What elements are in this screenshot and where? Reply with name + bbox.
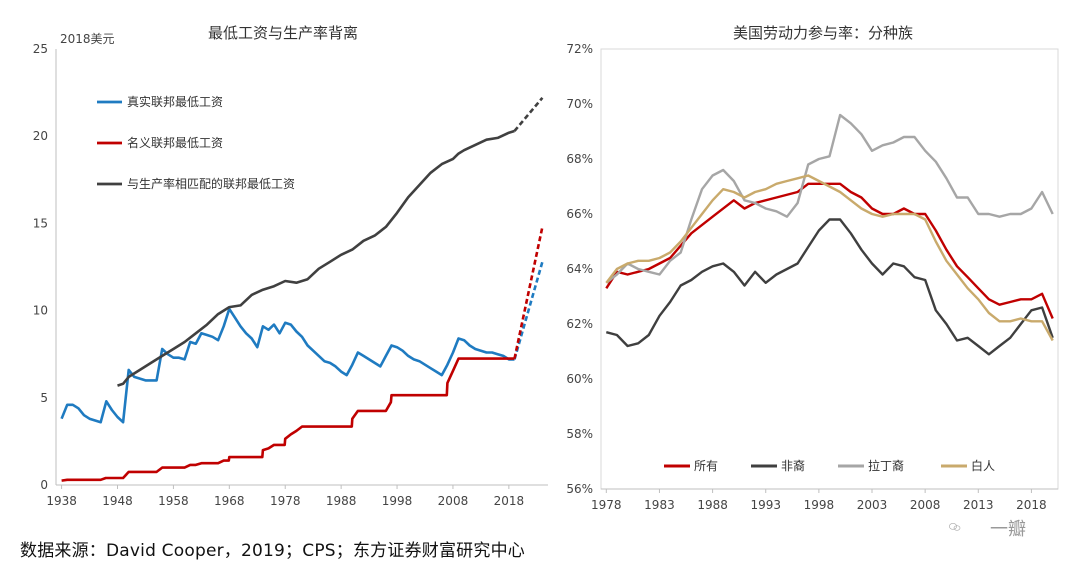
- wechat-logo-icon: [949, 523, 961, 531]
- chart2-series-line-3: [605, 113, 1054, 284]
- chart1-legend-label: 与生产率相匹配的联邦最低工资: [127, 176, 295, 191]
- chart1-x-tick-label: 1998: [382, 494, 413, 508]
- chart2-series-line-4: [605, 174, 1054, 342]
- chart2-x-tick-label: 1978: [591, 498, 622, 512]
- chart2-legend-label: 拉丁裔: [868, 458, 904, 473]
- chart2-y-tick-label: 56%: [566, 482, 593, 496]
- chart1-y-tick-label: 25: [33, 42, 48, 56]
- chart1-series-line-6: [513, 96, 544, 132]
- chart2-y-tick-label: 70%: [566, 97, 593, 111]
- chart2-legend-label: 白人: [971, 458, 995, 473]
- chart1-series-line-3: [61, 357, 515, 482]
- chart2-x-tick-label: 1988: [697, 498, 728, 512]
- chart2-y-tick-label: 68%: [566, 152, 593, 166]
- chart2-title: 美国劳动力参与率：分种族: [733, 24, 913, 42]
- chart1-unit-label: 2018美元: [60, 32, 115, 46]
- chart1-legend-label: 名义联邦最低工资: [127, 135, 223, 150]
- chart2-y-tick-label: 60%: [566, 372, 593, 386]
- chart1-series-line-4: [513, 226, 544, 359]
- chart1-x-tick-label: 1938: [46, 494, 77, 508]
- chart2-y-tick-label: 58%: [566, 427, 593, 441]
- chart1-x-tick-label: 1948: [102, 494, 133, 508]
- chart1-y-tick-label: 15: [33, 216, 48, 230]
- chart1-y-tick-label: 0: [40, 478, 48, 492]
- chart2-y-tick-label: 64%: [566, 262, 593, 276]
- chart2-y-tick-label: 62%: [566, 317, 593, 331]
- chart2-x-tick-label: 2008: [910, 498, 941, 512]
- chart1-x-tick-label: 1988: [326, 494, 357, 508]
- chart2-series-line-1: [605, 182, 1054, 319]
- chart2-x-tick-label: 2003: [857, 498, 888, 512]
- watermark-text: 一瓣: [990, 519, 1026, 540]
- chart1-y-tick-label: 10: [33, 304, 48, 318]
- chart1-legend-label: 真实联邦最低工资: [127, 94, 223, 109]
- chart1-series-line-2: [513, 261, 544, 360]
- chart2-legend-label: 非裔: [781, 458, 805, 473]
- chart1-x-tick-label: 1968: [214, 494, 245, 508]
- chart1-x-tick-label: 2008: [438, 494, 469, 508]
- chart2-series-line-2: [605, 218, 1054, 356]
- chart2-frame: [600, 48, 1059, 490]
- chart1-y-tick-label: 5: [40, 391, 48, 405]
- source-note: 数据来源：David Cooper，2019；CPS；东方证券财富研究中心: [20, 541, 525, 561]
- chart2-x-tick-label: 2018: [1016, 498, 1047, 512]
- chart1-y-tick-label: 20: [33, 129, 48, 143]
- chart2-x-tick-label: 1998: [804, 498, 835, 512]
- chart1-series-line-5: [117, 129, 515, 387]
- chart2-x-tick-label: 2013: [963, 498, 994, 512]
- chart1-title: 最低工资与生产率背离: [208, 24, 358, 42]
- chart2-y-tick-label: 72%: [566, 42, 593, 56]
- chart2-y-tick-label: 66%: [566, 207, 593, 221]
- chart1-x-tick-label: 1958: [158, 494, 189, 508]
- chart2-x-tick-label: 1983: [644, 498, 675, 512]
- chart2-x-tick-label: 1993: [750, 498, 781, 512]
- chart1-x-tick-label: 2018: [494, 494, 525, 508]
- chart1-x-tick-label: 1978: [270, 494, 301, 508]
- chart1-series-line-1: [60, 307, 515, 424]
- chart2-legend-label: 所有: [694, 459, 718, 473]
